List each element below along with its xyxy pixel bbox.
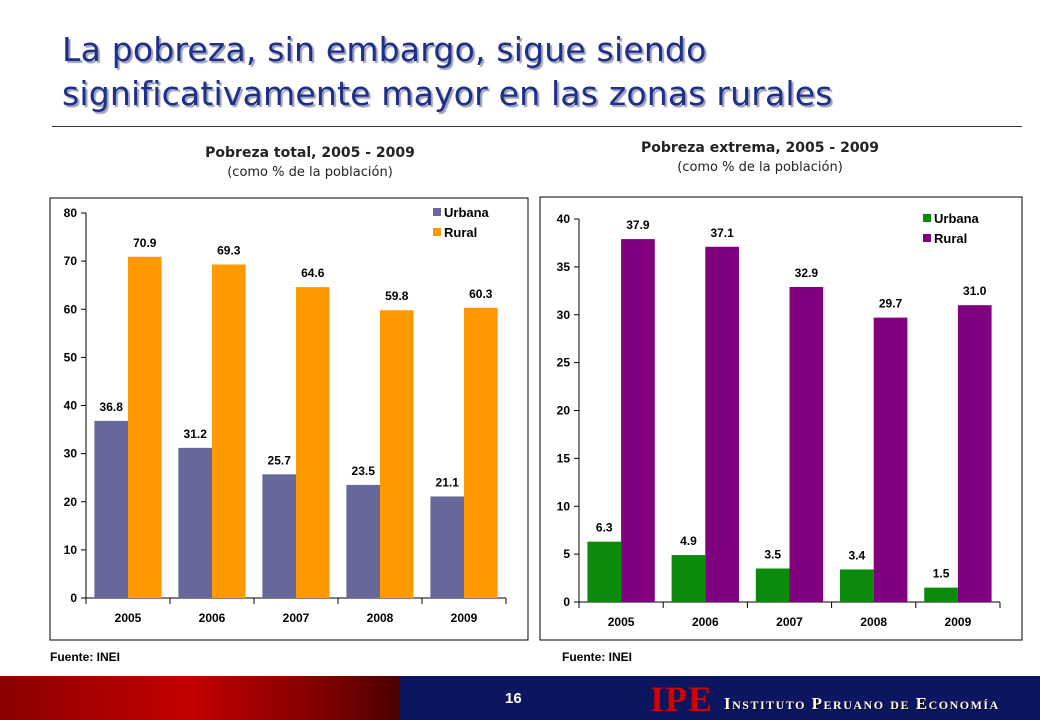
right-legend-swatch-rural [923,234,931,242]
right-data-label: 29.7 [879,297,903,311]
left-legend-swatch-rural [433,228,441,236]
left-y-tick-label: 0 [70,591,77,605]
left-legend-swatch-urbana [433,208,441,216]
left-data-label: 25.7 [268,453,292,467]
left-y-tick-label: 80 [64,206,78,220]
left-y-tick-label: 40 [64,399,78,413]
left-bar-urbana [178,447,212,598]
right-chart-subtitle: (como % de la población) [677,160,843,175]
left-legend-label: Rural [444,225,477,240]
page-number: 16 [505,690,522,707]
left-bar-rural [128,256,162,598]
right-data-label: 31.0 [963,284,987,298]
right-frame [539,196,1023,641]
right-y-tick-label: 25 [557,356,571,370]
left-x-tick-label: 2006 [199,611,226,625]
left-x-tick-label: 2005 [115,611,142,625]
left-legend-label: Urbana [444,205,490,220]
left-y-tick-label: 50 [64,350,78,364]
right-y-tick-label: 10 [557,499,571,513]
footer-logo-band [400,676,1040,720]
right-chart-source: Fuente: INEI [562,650,633,664]
left-y-tick-label: 60 [64,302,78,316]
left-bar-rural [464,307,498,598]
left-bar-rural [212,264,246,598]
left-chart-source: Fuente: INEI [50,650,121,664]
right-legend-swatch-urbana [923,214,931,222]
left-bar-rural [296,287,330,598]
right-bar-rural [957,305,992,602]
right-x-tick-label: 2007 [776,615,803,629]
left-data-label: 59.8 [385,289,409,303]
left-bar-urbana [262,474,296,598]
right-data-label: 1.5 [933,567,950,581]
left-data-label: 70.9 [133,236,157,250]
left-x-tick-label: 2009 [451,611,478,625]
left-data-label: 60.3 [469,287,493,301]
right-data-label: 37.9 [626,218,650,232]
ipe-logo: IPE [650,679,714,719]
right-x-tick-label: 2008 [860,615,887,629]
left-y-tick-label: 30 [64,447,78,461]
right-bar-urbana [671,555,706,602]
right-data-label: 32.9 [795,266,819,280]
right-data-label: 6.3 [596,521,613,535]
right-data-label: 3.4 [849,548,866,562]
right-bar-urbana [924,587,958,602]
right-bar-rural [705,246,739,602]
left-data-label: 64.6 [301,266,325,280]
right-y-tick-label: 0 [563,595,570,609]
title-divider [52,126,1022,127]
org-name: Instituto Peruano de Economía [724,694,1000,713]
left-y-tick-label: 70 [64,254,78,268]
left-data-label: 69.3 [217,243,241,257]
right-data-label: 3.5 [764,547,781,561]
slide-title: La pobreza, sin embargo, sigue siendo si… [62,30,833,113]
right-y-tick-label: 35 [557,260,571,274]
right-y-tick-label: 5 [563,547,570,561]
right-x-tick-label: 2006 [692,615,719,629]
left-data-label: 36.8 [100,400,124,414]
left-y-tick-label: 10 [64,543,78,557]
right-data-label: 4.9 [680,534,697,548]
left-chart-title: Pobreza total, 2005 - 2009 [205,145,415,161]
right-bar-rural [621,239,655,603]
right-y-tick-label: 40 [557,212,571,226]
right-y-tick-label: 20 [557,404,571,418]
right-chart-header: Pobreza extrema, 2005 - 2009 (como % de … [600,140,920,175]
left-bar-urbana [430,496,464,598]
right-bar-rural [873,317,908,602]
right-data-label: 37.1 [710,226,734,240]
right-x-tick-label: 2005 [608,615,635,629]
right-bar-urbana [840,569,874,602]
right-legend-label: Urbana [934,211,980,226]
left-x-tick-label: 2008 [367,611,394,625]
right-legend-label: Rural [934,231,967,246]
right-bar-urbana [587,541,622,602]
right-bar-rural [789,286,824,602]
left-x-tick-label: 2007 [283,611,310,625]
left-chart-subtitle: (como % de la población) [227,165,393,180]
left-chart-header: Pobreza total, 2005 - 2009 (como % de la… [150,145,470,180]
left-y-tick-label: 20 [64,495,78,509]
left-bar-urbana [94,420,128,598]
right-x-tick-label: 2009 [945,615,972,629]
right-chart-title: Pobreza extrema, 2005 - 2009 [640,140,880,156]
left-data-label: 23.5 [352,464,376,478]
left-data-label: 31.2 [184,427,208,441]
left-data-label: 21.1 [436,475,460,489]
left-bar-urbana [346,484,380,598]
left-bar-rural [380,310,414,598]
left-frame [49,197,529,641]
right-bar-urbana [755,568,790,602]
right-y-tick-label: 15 [557,451,571,465]
right-y-tick-label: 30 [557,308,571,322]
